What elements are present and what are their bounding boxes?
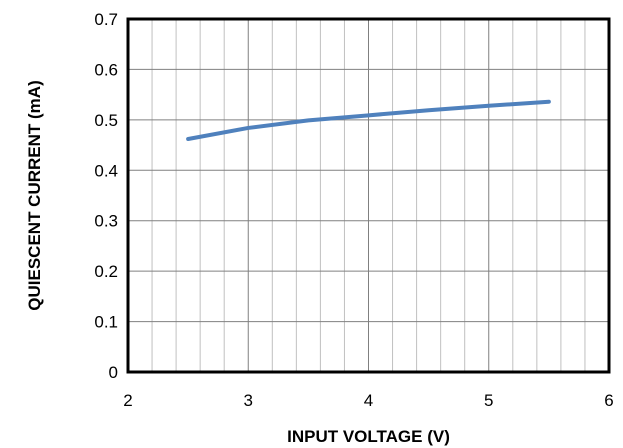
y-tick-label: 0.2: [94, 262, 118, 281]
series-layer: [186, 99, 551, 142]
x-axis-title: INPUT VOLTAGE (V): [287, 427, 450, 446]
plot-frame: [126, 17, 611, 374]
y-tick-label: 0.6: [94, 60, 118, 79]
x-tick-label: 2: [123, 391, 132, 410]
y-tick-label: 0.3: [94, 212, 118, 231]
y-tick-label: 0.4: [94, 161, 118, 180]
y-tick-label: 0: [109, 363, 118, 382]
y-tick-label: 0.1: [94, 313, 118, 332]
series-line-0: [186, 99, 551, 142]
y-tick-label: 0.5: [94, 111, 118, 130]
major-grid: [128, 19, 609, 372]
y-axis-title: QUIESCENT CURRENT (mA): [25, 80, 44, 310]
minor-grid: [151, 19, 586, 372]
x-tick-label: 4: [364, 391, 373, 410]
x-tick-label: 5: [484, 391, 493, 410]
y-tick-labels: 0 0.1 0.2 0.3 0.4 0.5 0.6 0.7: [94, 10, 118, 382]
x-tick-label: 6: [604, 391, 613, 410]
y-tick-label: 0.7: [94, 10, 118, 29]
x-tick-label: 3: [244, 391, 253, 410]
x-tick-labels: 2 3 4 5 6: [123, 391, 613, 410]
